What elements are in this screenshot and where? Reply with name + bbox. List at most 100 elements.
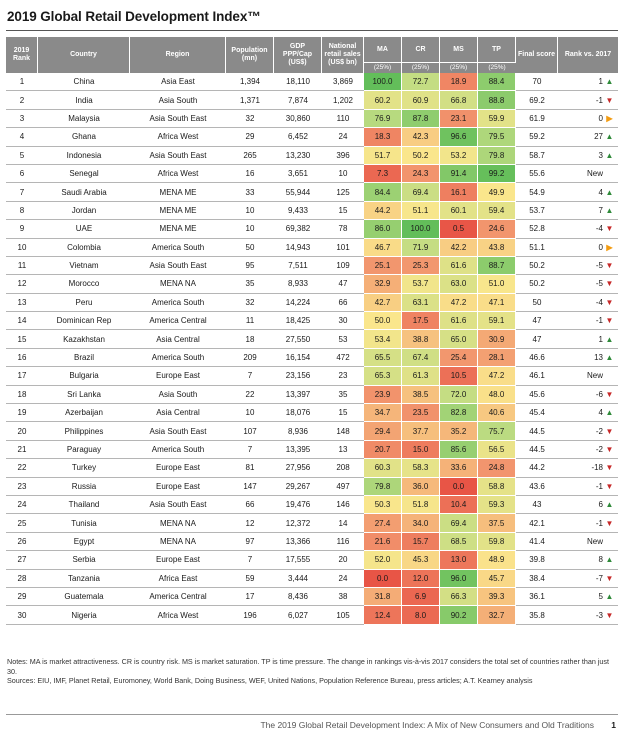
cell-gdp: 55,944 xyxy=(274,183,322,202)
cell-final: 50.2 xyxy=(516,275,558,294)
cell-cr: 8.0 xyxy=(402,606,440,625)
cell-cr: 67.4 xyxy=(402,348,440,368)
cell-ma: 60.2 xyxy=(364,91,402,110)
cell-final: 50.2 xyxy=(516,257,558,276)
cell-sales: 3,869 xyxy=(322,73,364,92)
cell-rank-change: New xyxy=(558,165,618,184)
cell-tp: 88.7 xyxy=(478,256,516,276)
cell-tp: 45.7 xyxy=(478,569,516,588)
cell-rank: 17 xyxy=(6,367,38,386)
table-row: 15 Kazakhstan Asia Central 18 27,550 53 53.4 38… xyxy=(6,330,618,349)
cell-country: Kazakhstan xyxy=(38,330,130,349)
cell-rank-change: 5 ▲ xyxy=(558,588,618,607)
rank-change-value: -1 xyxy=(595,95,603,105)
cell-ms: 61.6 xyxy=(440,256,478,276)
cell-region: Asia South East xyxy=(130,257,226,276)
cell-country: Peru xyxy=(38,294,130,313)
cell-country: Colombia xyxy=(38,239,130,257)
cell-gdp: 27,956 xyxy=(274,459,322,478)
cell-gdp: 30,860 xyxy=(274,110,322,129)
cell-pop: 11 xyxy=(226,312,274,331)
cell-tp: 39.3 xyxy=(478,587,516,607)
cell-pop: 196 xyxy=(226,606,274,625)
cell-ma: 53.4 xyxy=(364,330,402,349)
cell-rank: 10 xyxy=(6,239,38,257)
cell-sales: 101 xyxy=(322,239,364,257)
cell-region: America Central xyxy=(130,588,226,607)
cell-rank: 4 xyxy=(6,128,38,147)
cell-pop: 1,394 xyxy=(226,73,274,92)
table-row: 28 Tanzania Africa East 59 3,444 24 0.0 12.0 96.… xyxy=(6,569,618,588)
cell-cr: 42.3 xyxy=(402,128,440,147)
cell-ma: 7.3 xyxy=(364,164,402,184)
cell-region: Asia Central xyxy=(130,330,226,349)
header-population: Population (mn) xyxy=(226,37,274,73)
cell-gdp: 18,076 xyxy=(274,404,322,423)
table-row: 21 Paraguay America South 7 13,395 13 20.7 15.0… xyxy=(6,440,618,460)
cell-country: Turkey xyxy=(38,459,130,478)
cell-ms: 60.1 xyxy=(440,201,478,221)
cell-cr: 58.3 xyxy=(402,459,440,478)
cell-rank: 27 xyxy=(6,551,38,570)
cell-tp: 99.2 xyxy=(478,164,516,184)
table-row: 14 Dominican Rep America Central 11 18,425 30… xyxy=(6,312,618,331)
cell-ma: 0.0 xyxy=(364,569,402,588)
cell-gdp: 13,230 xyxy=(274,147,322,165)
cell-rank-change: 6 ▲ xyxy=(558,496,618,515)
cell-rank-change: 13 ▲ xyxy=(558,349,618,368)
arrow-up-icon: ▲ xyxy=(605,77,614,87)
arrow-down-icon: ▼ xyxy=(605,279,614,289)
cell-tp: 43.8 xyxy=(478,238,516,257)
arrow-down-icon: ▼ xyxy=(605,426,614,436)
cell-tp: 75.7 xyxy=(478,422,516,441)
cell-cr: 53.7 xyxy=(402,275,440,294)
cell-final: 46.6 xyxy=(516,349,558,368)
cell-tp: 79.8 xyxy=(478,146,516,165)
cell-region: America South xyxy=(130,239,226,257)
cell-cr: 6.9 xyxy=(402,587,440,607)
cell-tp: 59.8 xyxy=(478,532,516,552)
cell-region: Asia South East xyxy=(130,147,226,165)
arrow-down-icon: ▼ xyxy=(605,224,614,234)
cell-region: Africa West xyxy=(130,165,226,184)
cell-cr: 15.0 xyxy=(402,440,440,460)
cell-region: Europe East xyxy=(130,478,226,496)
cell-ma: 34.7 xyxy=(364,404,402,423)
cell-gdp: 3,444 xyxy=(274,570,322,588)
cell-tp: 48.0 xyxy=(478,385,516,405)
rank-change-value: 1 xyxy=(598,77,603,87)
cell-region: America South xyxy=(130,294,226,313)
arrow-up-icon: ▲ xyxy=(605,500,614,510)
cell-rank: 2 xyxy=(6,91,38,110)
cell-rank-change: 0 ▶ xyxy=(558,239,618,257)
weight-ms: (25%) xyxy=(440,62,478,73)
cell-tp: 58.8 xyxy=(478,477,516,496)
cell-ms: 90.2 xyxy=(440,606,478,625)
cell-ma: 50.3 xyxy=(364,495,402,515)
cell-ma: 52.0 xyxy=(364,551,402,570)
arrow-up-icon: ▲ xyxy=(605,205,614,215)
rank-change-value: 13 xyxy=(594,353,603,363)
cell-ms: 72.0 xyxy=(440,385,478,405)
cell-country: Ghana xyxy=(38,128,130,147)
cell-country: Bulgaria xyxy=(38,367,130,386)
cell-cr: 51.1 xyxy=(402,201,440,221)
cell-final: 69.2 xyxy=(516,91,558,110)
cell-ma: 65.3 xyxy=(364,367,402,386)
cell-rank-change: 3 ▲ xyxy=(558,147,618,165)
weight-ma: (25%) xyxy=(364,62,402,73)
table-row: 18 Sri Lanka Asia South 22 13,397 35 23.9 38.5 7… xyxy=(6,385,618,405)
table-row: 22 Turkey Europe East 81 27,956 208 60.3 58.3 33… xyxy=(6,459,618,478)
cell-rank: 23 xyxy=(6,478,38,496)
cell-pop: 32 xyxy=(226,294,274,313)
cell-ms: 0.5 xyxy=(440,220,478,239)
table-row: 4 Ghana Africa West 29 6,452 24 18.3 42.3 96.6 79… xyxy=(6,128,618,147)
arrow-down-icon: ▼ xyxy=(605,463,614,473)
cell-pop: 7 xyxy=(226,551,274,570)
header-gdp: GDP PPP/Cap (US$) xyxy=(274,37,322,73)
cell-pop: 12 xyxy=(226,514,274,533)
cell-ma: 86.0 xyxy=(364,220,402,239)
cell-country: Tunisia xyxy=(38,514,130,533)
cell-ms: 0.0 xyxy=(440,477,478,496)
cell-gdp: 6,027 xyxy=(274,606,322,625)
